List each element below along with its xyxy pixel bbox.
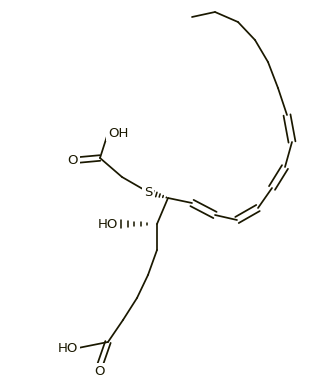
Text: O: O (67, 154, 78, 167)
Text: S: S (144, 185, 152, 198)
Text: O: O (95, 365, 105, 378)
Text: OH: OH (108, 127, 128, 140)
Text: HO: HO (58, 341, 78, 354)
Text: HO: HO (98, 218, 118, 230)
